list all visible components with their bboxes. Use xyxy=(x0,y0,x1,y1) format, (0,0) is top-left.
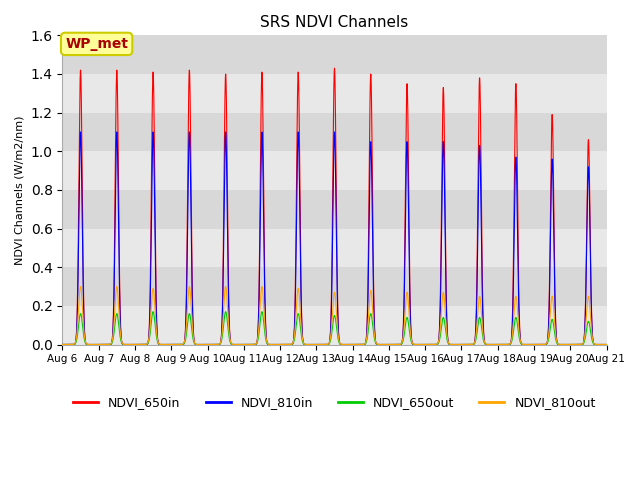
Legend: NDVI_650in, NDVI_810in, NDVI_650out, NDVI_810out: NDVI_650in, NDVI_810in, NDVI_650out, NDV… xyxy=(68,391,601,414)
Y-axis label: NDVI Channels (W/m2/nm): NDVI Channels (W/m2/nm) xyxy=(15,115,25,264)
Bar xyxy=(63,267,607,306)
NDVI_810in xyxy=(262,334,270,340)
NDVI_650out xyxy=(175,342,182,348)
Bar xyxy=(63,36,607,74)
NDVI_810in xyxy=(170,342,177,348)
NDVI_650out xyxy=(59,342,67,348)
NDVI_650in xyxy=(59,342,67,348)
NDVI_810out xyxy=(59,342,67,348)
NDVI_650in xyxy=(603,342,611,348)
Bar xyxy=(63,151,607,190)
NDVI_650in xyxy=(262,331,270,337)
Bar xyxy=(63,306,607,345)
NDVI_650in xyxy=(601,342,609,348)
NDVI_810out xyxy=(410,341,417,347)
NDVI_650in xyxy=(331,65,339,71)
NDVI_650out xyxy=(170,342,177,348)
NDVI_810out xyxy=(175,342,182,348)
Line: NDVI_650in: NDVI_650in xyxy=(63,68,607,345)
NDVI_810out xyxy=(601,342,609,348)
NDVI_810in xyxy=(601,342,609,348)
NDVI_810in xyxy=(59,342,67,348)
NDVI_810out xyxy=(262,336,270,341)
NDVI_810in xyxy=(410,342,417,348)
NDVI_650in xyxy=(169,342,177,348)
NDVI_650out xyxy=(603,342,611,348)
Bar xyxy=(63,190,607,228)
Line: NDVI_810in: NDVI_810in xyxy=(63,132,607,345)
NDVI_810out xyxy=(77,284,84,289)
Line: NDVI_810out: NDVI_810out xyxy=(63,287,607,345)
Bar xyxy=(63,113,607,151)
Bar xyxy=(63,74,607,113)
NDVI_810out xyxy=(487,342,495,348)
NDVI_650out xyxy=(262,338,270,344)
Line: NDVI_650out: NDVI_650out xyxy=(63,312,607,345)
NDVI_810in xyxy=(175,342,182,348)
NDVI_810in xyxy=(77,129,84,135)
NDVI_810in xyxy=(487,342,495,348)
NDVI_650out xyxy=(601,342,609,348)
Title: SRS NDVI Channels: SRS NDVI Channels xyxy=(260,15,408,30)
NDVI_650in xyxy=(175,342,182,348)
NDVI_810out xyxy=(170,342,177,348)
NDVI_810in xyxy=(603,342,611,348)
NDVI_650in xyxy=(410,342,417,348)
NDVI_810out xyxy=(603,342,611,348)
NDVI_650out xyxy=(410,341,417,347)
Bar xyxy=(63,228,607,267)
NDVI_650in xyxy=(487,342,495,348)
Text: WP_met: WP_met xyxy=(65,37,128,51)
NDVI_650out xyxy=(487,342,495,348)
NDVI_650out xyxy=(149,309,157,314)
